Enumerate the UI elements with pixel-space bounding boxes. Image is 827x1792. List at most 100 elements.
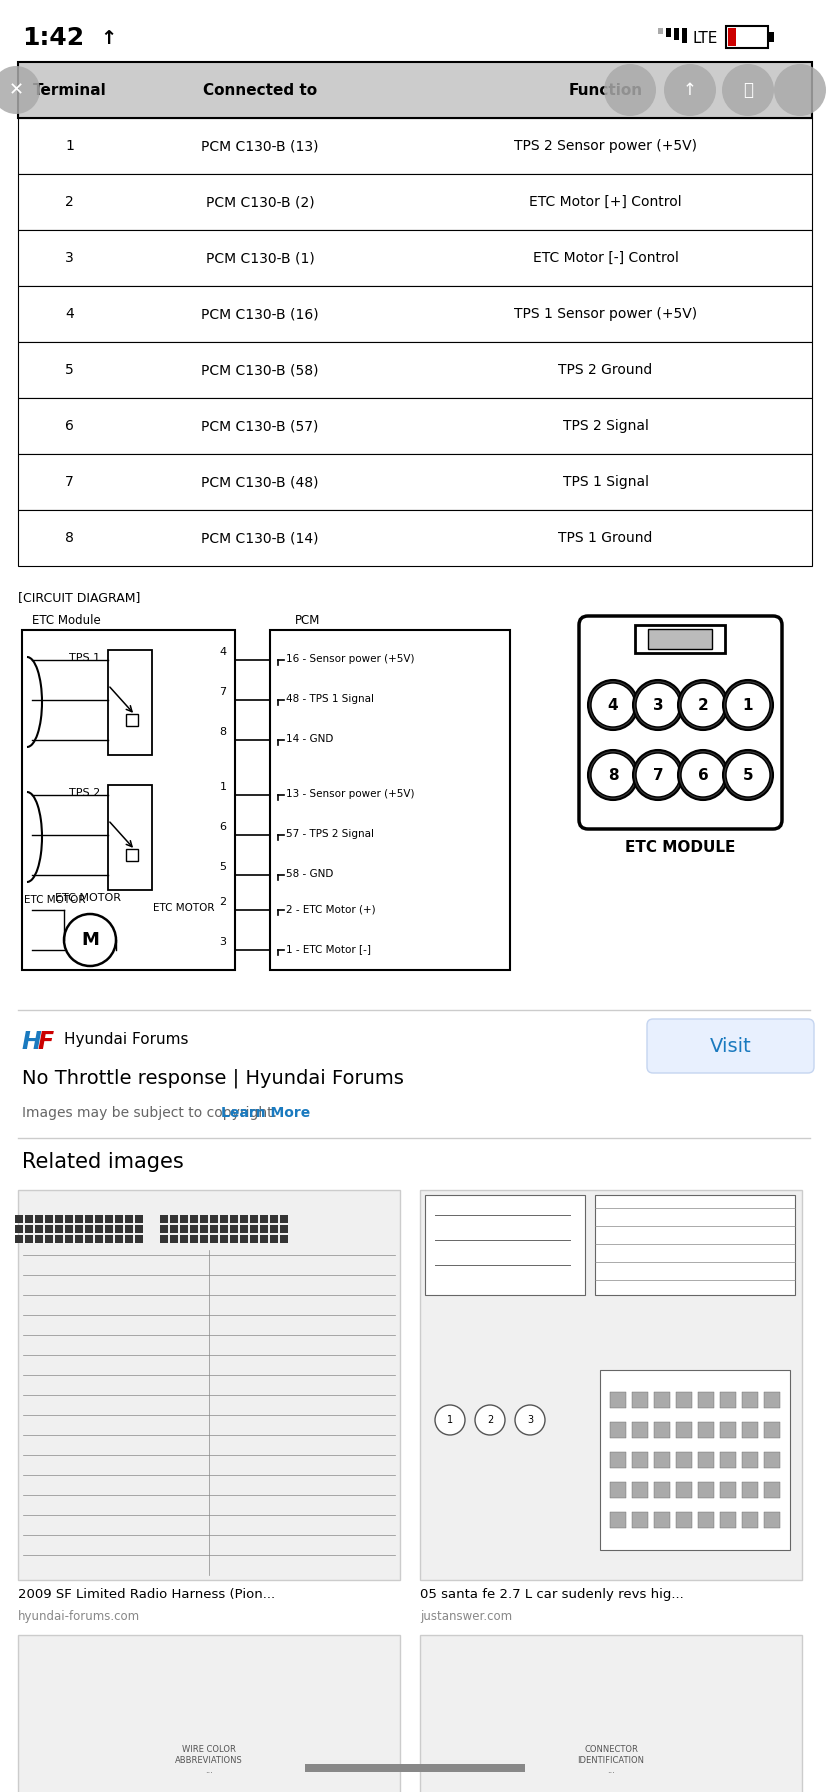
Text: TPS 1: TPS 1 [69,652,100,663]
Bar [75,1235,83,1244]
Text: Terminal: Terminal [33,82,107,97]
Circle shape [590,753,634,797]
Circle shape [725,683,769,728]
Text: Function: Function [568,82,642,97]
Text: 1:42: 1:42 [22,27,84,50]
Bar [15,1235,23,1244]
Text: TPS 1 Signal: TPS 1 Signal [562,475,648,489]
Bar [763,1452,779,1468]
Circle shape [434,1405,465,1435]
Bar [631,1482,648,1498]
Bar [280,1235,288,1244]
Bar [189,1235,198,1244]
Text: 4: 4 [219,647,227,658]
Bar [697,1423,713,1437]
Text: PCM C130-B (2): PCM C130-B (2) [206,195,314,210]
Bar [240,1226,248,1233]
Text: 7: 7 [652,767,662,783]
Text: 2009 SF Limited Radio Harness (Pion...: 2009 SF Limited Radio Harness (Pion... [18,1588,275,1600]
Bar [595,1195,794,1296]
Text: 6: 6 [65,419,74,434]
Bar [125,1215,133,1222]
Bar [18,63,811,118]
Text: 6: 6 [697,767,708,783]
Text: TPS 2: TPS 2 [69,788,100,797]
Bar [135,1215,143,1222]
Text: 4: 4 [65,306,74,321]
Bar [200,1215,208,1222]
Text: ↑: ↑ [100,29,117,48]
Bar [55,1215,63,1222]
Bar [741,1512,757,1529]
Text: 8: 8 [219,728,227,737]
Bar [95,1215,103,1222]
Bar [280,1226,288,1233]
Text: CONNECTOR
IDENTIFICATION
...: CONNECTOR IDENTIFICATION ... [576,1745,643,1774]
Text: hyundai-forums.com: hyundai-forums.com [18,1609,140,1624]
Bar [719,1392,735,1409]
Circle shape [635,753,679,797]
Bar [648,629,711,649]
Bar [631,1423,648,1437]
Bar [18,118,811,174]
Bar [18,1190,399,1581]
Bar [768,32,773,41]
Bar [65,1235,73,1244]
Circle shape [722,751,772,799]
Bar [35,1226,43,1233]
Bar [741,1423,757,1437]
Circle shape [722,679,772,729]
Bar [25,1215,33,1222]
Bar [75,1215,83,1222]
Text: 2: 2 [65,195,74,210]
Bar [725,27,767,48]
Bar [600,1371,789,1550]
Bar [220,1235,227,1244]
Text: PCM C130-B (57): PCM C130-B (57) [201,419,318,434]
Bar [230,1235,237,1244]
Text: 57 - TPS 2 Signal: 57 - TPS 2 Signal [285,830,374,839]
Text: PCM C130-B (16): PCM C130-B (16) [201,306,318,321]
Text: PCM C130-B (48): PCM C130-B (48) [201,475,318,489]
Bar [260,1215,268,1222]
Text: 2: 2 [697,697,708,713]
Bar [609,1512,625,1529]
Bar [125,1235,133,1244]
Bar [653,1512,669,1529]
Bar [280,1215,288,1222]
Bar [105,1226,112,1233]
Bar [675,1452,691,1468]
Circle shape [725,753,769,797]
Bar [135,1235,143,1244]
Text: ✕: ✕ [8,81,23,99]
Bar [15,1226,23,1233]
Bar [45,1215,53,1222]
Bar [719,1482,735,1498]
Text: 3: 3 [219,937,227,946]
Bar [85,1226,93,1233]
Circle shape [721,65,773,116]
Text: ⤓: ⤓ [742,81,752,99]
Bar [230,1226,237,1233]
Text: TPS 1 Sensor power (+5V): TPS 1 Sensor power (+5V) [514,306,696,321]
Text: 14 - GND: 14 - GND [285,735,333,744]
Circle shape [590,683,634,728]
Text: 48 - TPS 1 Signal: 48 - TPS 1 Signal [285,694,374,704]
Bar [179,1235,188,1244]
Bar [170,1235,178,1244]
Bar [200,1226,208,1233]
Text: F: F [38,1030,54,1054]
Circle shape [677,679,727,729]
Bar [609,1423,625,1437]
Text: 16 - Sensor power (+5V): 16 - Sensor power (+5V) [285,654,414,665]
Text: Related images: Related images [22,1152,184,1172]
Circle shape [635,683,679,728]
Text: 1: 1 [65,140,74,152]
Bar [55,1226,63,1233]
Text: ETC MOTOR: ETC MOTOR [55,892,121,903]
Text: ETC Motor [+] Control: ETC Motor [+] Control [528,195,681,210]
Bar [18,1634,399,1792]
Text: PCM C130-B (1): PCM C130-B (1) [206,251,314,265]
Bar [65,1226,73,1233]
Bar [741,1482,757,1498]
